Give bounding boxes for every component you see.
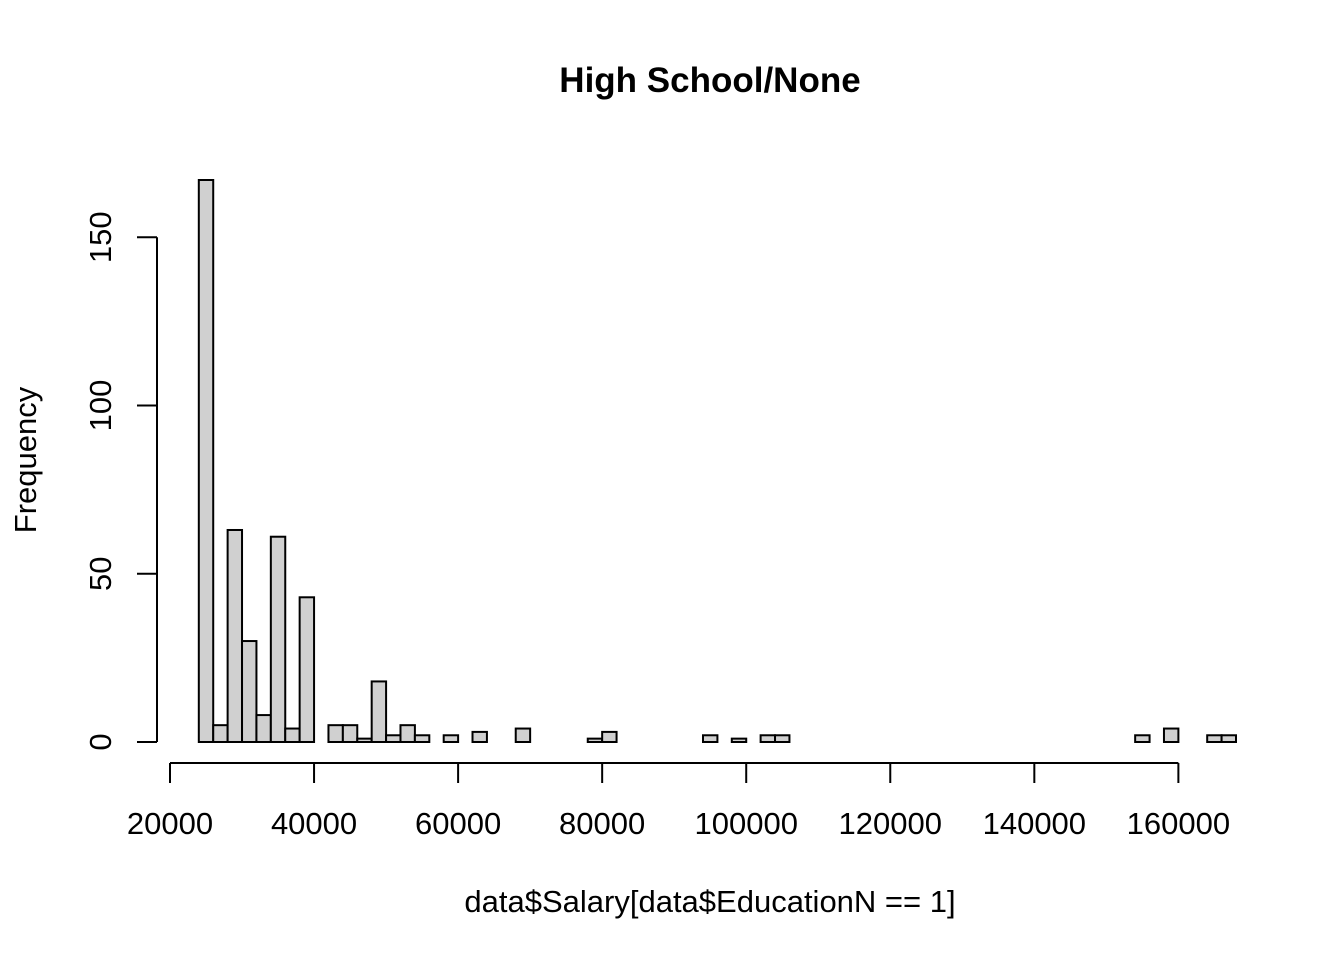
histogram-bar bbox=[241, 640, 258, 743]
histogram-bar bbox=[442, 734, 460, 744]
histogram-bar bbox=[385, 734, 402, 744]
histogram-bar bbox=[197, 179, 215, 743]
x-tick-label: 60000 bbox=[415, 806, 501, 841]
histogram-bar bbox=[341, 724, 359, 743]
x-tick-label: 40000 bbox=[271, 806, 357, 841]
histogram-bar bbox=[759, 734, 777, 744]
histogram-bar bbox=[399, 724, 416, 743]
histogram-bar bbox=[1134, 734, 1151, 744]
histogram-bar bbox=[471, 730, 488, 744]
y-tick-label: 100 bbox=[83, 380, 118, 432]
histogram-bar bbox=[255, 714, 272, 744]
x-tick-label: 160000 bbox=[1127, 806, 1230, 841]
histogram-bar bbox=[370, 680, 388, 743]
y-tick-label: 50 bbox=[83, 556, 118, 590]
chart-title: High School/None bbox=[559, 61, 860, 100]
x-tick-label: 120000 bbox=[839, 806, 942, 841]
histogram-bar bbox=[212, 724, 229, 743]
histogram-bar bbox=[586, 737, 604, 744]
x-tick-label: 100000 bbox=[694, 806, 797, 841]
histogram-bar bbox=[226, 528, 244, 743]
y-axis-title: Frequency bbox=[8, 386, 43, 533]
x-axis: 20000 40000 60000 80000 100000 120000 140000 16… bbox=[127, 762, 1230, 841]
y-axis: 0 50 100 150 bbox=[83, 211, 158, 751]
y-tick-label: 0 bbox=[83, 733, 118, 750]
histogram-bar bbox=[1162, 727, 1180, 743]
histogram-bar bbox=[514, 727, 532, 743]
x-tick-label: 80000 bbox=[559, 806, 645, 841]
bars-group bbox=[197, 179, 1237, 744]
histogram-bar bbox=[298, 596, 316, 743]
histogram-bar bbox=[284, 727, 301, 743]
histogram-bar bbox=[269, 535, 287, 743]
histogram-bar bbox=[1220, 734, 1237, 744]
histogram-bar bbox=[413, 734, 431, 744]
histogram-bar bbox=[327, 724, 344, 743]
histogram-bar bbox=[356, 737, 373, 744]
histogram-bar bbox=[601, 730, 618, 744]
x-tick-label: 140000 bbox=[983, 806, 1086, 841]
histogram-bar bbox=[1206, 734, 1223, 744]
histogram-bar bbox=[730, 737, 748, 744]
x-tick-label: 20000 bbox=[127, 806, 213, 841]
histogram-bar bbox=[774, 734, 791, 744]
y-tick-label: 150 bbox=[83, 211, 118, 263]
x-axis-title: data$Salary[data$EducationN == 1] bbox=[464, 884, 955, 919]
histogram-bar bbox=[702, 734, 719, 744]
